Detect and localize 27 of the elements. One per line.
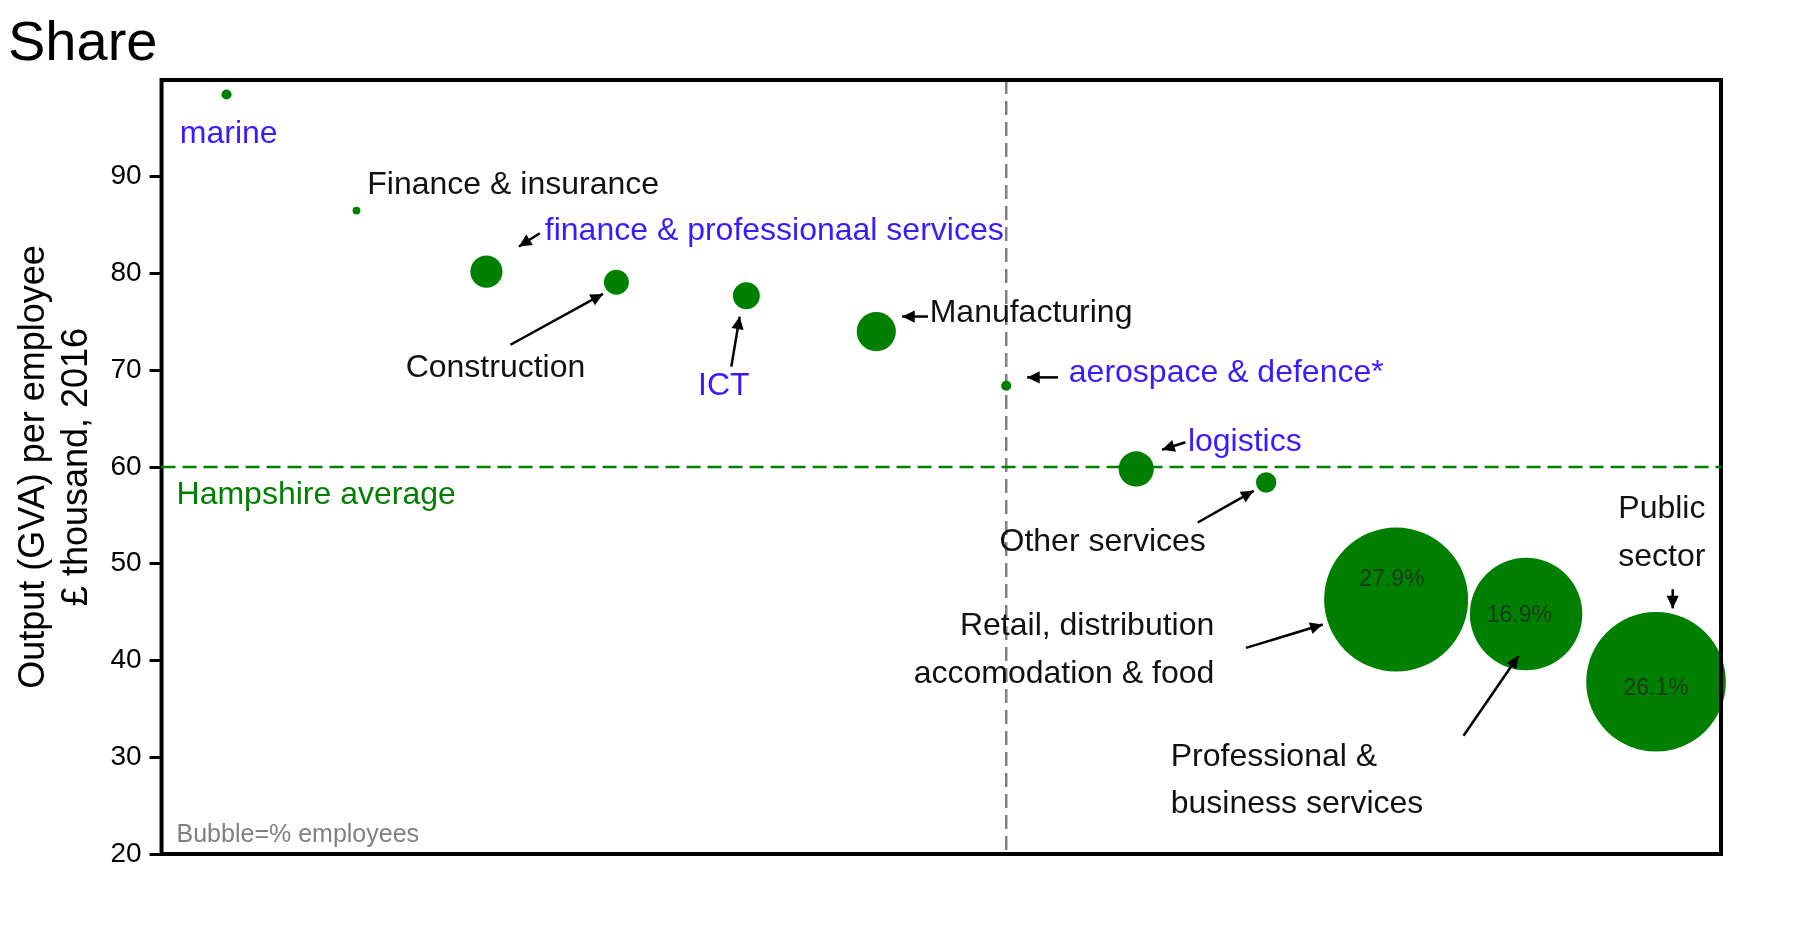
annotation: 27.9% (1359, 564, 1425, 591)
y-tick-label: 30 (110, 739, 142, 771)
y-tick-label: 40 (110, 643, 142, 675)
annotation: Professional & business services (1170, 736, 1424, 821)
y-tick-label: 90 (110, 159, 142, 191)
y-tick-label: 70 (110, 352, 142, 384)
annotation: Retail, distribution accomodation & food (913, 606, 1215, 691)
y-tick-label: 50 (110, 546, 142, 578)
annotation: Public sector (1618, 489, 1706, 573)
annotation: Construction (405, 347, 586, 384)
annotation: Other services (999, 521, 1206, 558)
annotation: 16.9% (1486, 601, 1553, 628)
annotation: Manufacturing (929, 293, 1133, 330)
y-tick-label: 60 (110, 449, 142, 481)
annotation: ICT (698, 366, 750, 403)
chart-title: Share (8, 8, 158, 72)
annotation: logistics (1187, 422, 1302, 459)
annotation: marine (179, 114, 278, 151)
y-tick-label: 80 (110, 256, 142, 288)
annotation: Finance & insurance (367, 165, 660, 202)
annotation: aerospace & defence* (1068, 353, 1384, 390)
annotation: 26.1% (1623, 673, 1689, 700)
y-axis-title: Output (GVA) per employee £ thousand, 2016 (10, 245, 95, 689)
annotation: finance & professionaal services (544, 210, 1004, 247)
ref-line-label: Hampshire average (176, 475, 456, 512)
y-tick-label: 20 (110, 836, 142, 868)
annotation: Bubble=% employees (176, 819, 420, 848)
